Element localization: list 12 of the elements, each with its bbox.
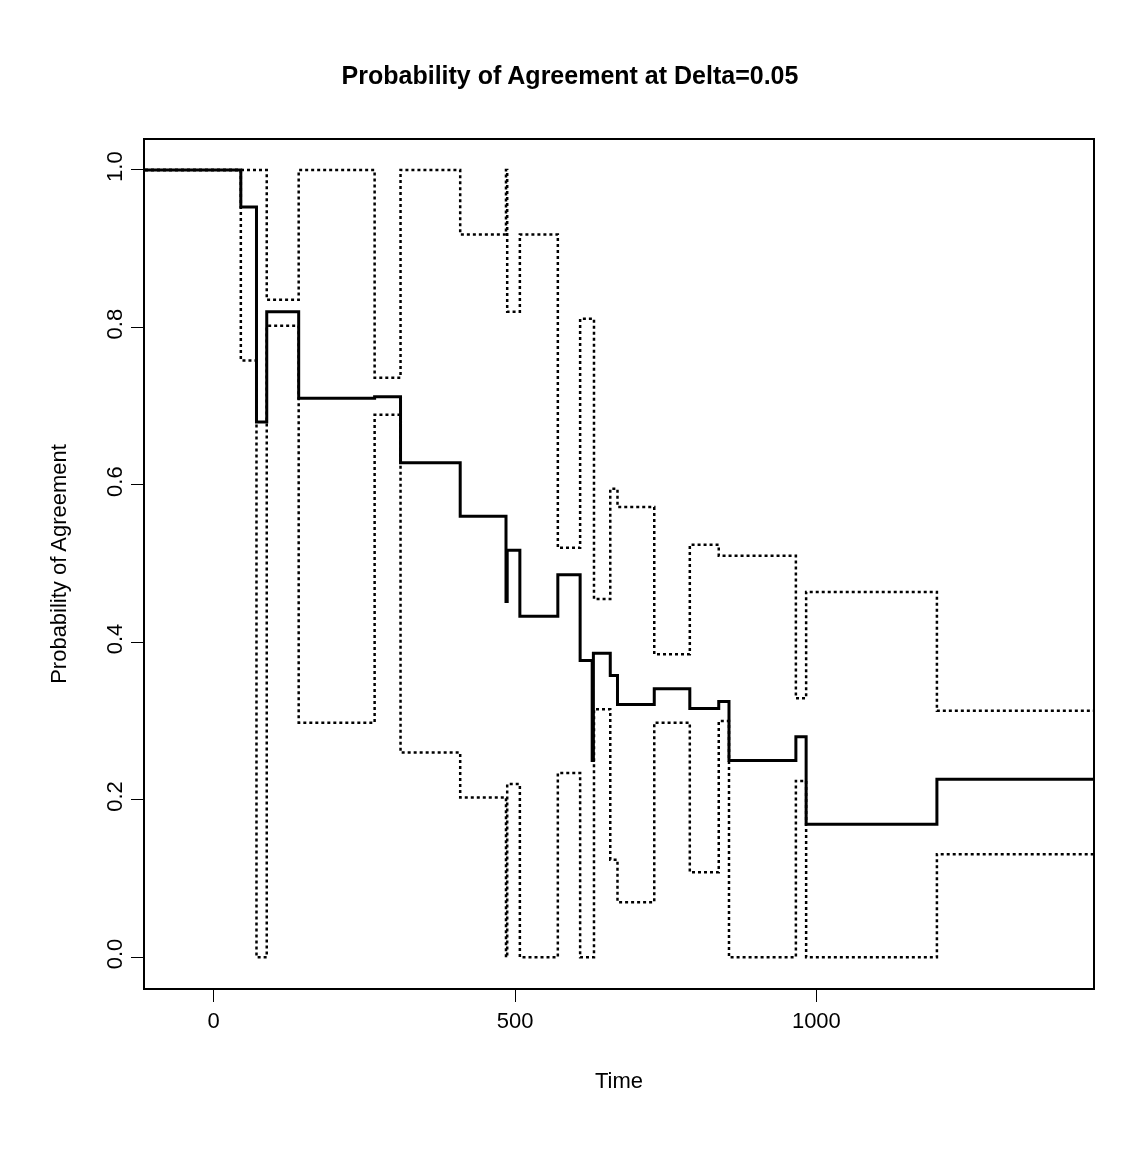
x-tick-label: 0 — [207, 1008, 220, 1034]
x-axis-title: Time — [594, 1067, 644, 1093]
y-tick-label: 0.6 — [102, 466, 128, 497]
y-tick-label: 0.4 — [102, 623, 128, 655]
y-tick-label: 1.0 — [102, 151, 128, 182]
x-tick-label: 500 — [496, 1008, 534, 1034]
y-tick-label: 0.2 — [102, 781, 128, 812]
x-tick-label: 1000 — [791, 1008, 841, 1034]
y-tick-label: 0.0 — [102, 938, 128, 970]
y-axis-title: Probability of Agreement — [45, 444, 71, 684]
y-tick-label: 0.8 — [102, 308, 128, 340]
chart-title: Probability of Agreement at Delta=0.05 — [341, 60, 799, 89]
